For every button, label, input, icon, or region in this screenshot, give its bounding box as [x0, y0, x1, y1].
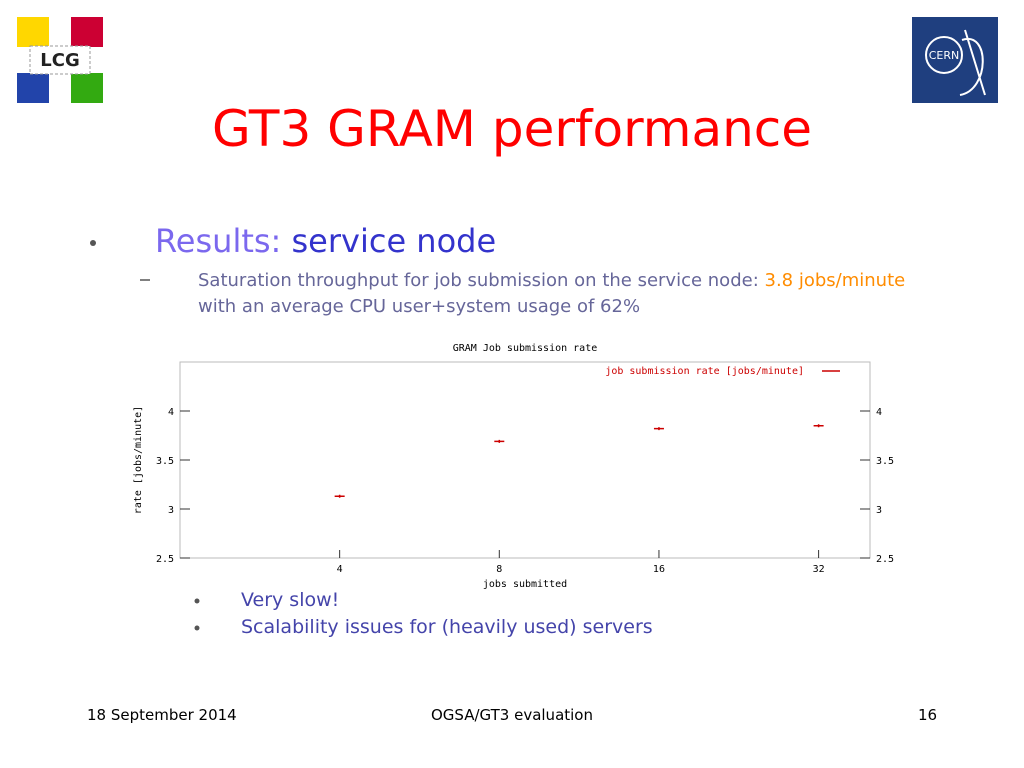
data-point — [334, 494, 345, 498]
x-axis-label: jobs submitted — [483, 579, 567, 590]
y-tick-label: 2.5 — [156, 554, 174, 565]
bullet: Results: service node — [155, 222, 496, 260]
note: Scalability issues for (heavily used) se… — [241, 616, 653, 638]
y-tick-label: 3.5 — [156, 456, 174, 467]
data-point — [494, 439, 505, 443]
legend-label: job submission rate [jobs/minute] — [605, 366, 804, 377]
y2-tick-label: 3 — [876, 505, 882, 516]
x-tick-label: 4 — [337, 564, 343, 575]
note: Very slow! — [241, 589, 340, 611]
footer-center: OGSA/GT3 evaluation — [430, 706, 593, 724]
y-tick-label: 3 — [168, 505, 174, 516]
y2-tick-label: 4 — [876, 407, 882, 418]
y-tick-label: 4 — [168, 407, 174, 418]
sub-text: with an average CPU user+system usage of… — [198, 296, 641, 317]
sub-highlight: 3.8 jobs/minute — [764, 270, 906, 291]
bullet-marker — [90, 240, 96, 246]
bullet-marker — [194, 598, 200, 604]
y-axis-label: rate [jobs/minute] — [133, 406, 144, 514]
logo-text: LCG — [40, 50, 79, 71]
chart: GRAM Job submission rate 2.5 2.5 3 3 3.5 3.5 4 4… — [133, 343, 894, 590]
bullet-marker — [194, 625, 200, 631]
data-point — [813, 424, 824, 428]
bullet-emphasis: service node — [291, 222, 497, 260]
slide-title: GT3 GRAM performance — [211, 100, 813, 158]
plot-frame — [179, 361, 871, 559]
y2-tick-label: 2.5 — [876, 554, 894, 565]
sub-bullet: Saturation throughput for job submission… — [198, 268, 918, 320]
footer-page: 16 — [918, 706, 938, 724]
y2-tick-label: 3.5 — [876, 456, 894, 467]
sub-text: Saturation throughput for job submission… — [198, 270, 759, 291]
data-point — [653, 427, 664, 431]
lcg-logo: LCG — [17, 17, 103, 103]
x-tick-label: 8 — [496, 564, 502, 575]
x-tick-label: 16 — [653, 564, 665, 575]
footer-date: 18 September 2014 — [87, 706, 237, 724]
cern-logo: CERN — [912, 17, 998, 103]
bullet-label: Results: — [155, 222, 282, 260]
chart-title: GRAM Job submission rate — [453, 343, 598, 354]
logo-text: CERN — [929, 49, 960, 62]
x-tick-label: 32 — [813, 564, 825, 575]
